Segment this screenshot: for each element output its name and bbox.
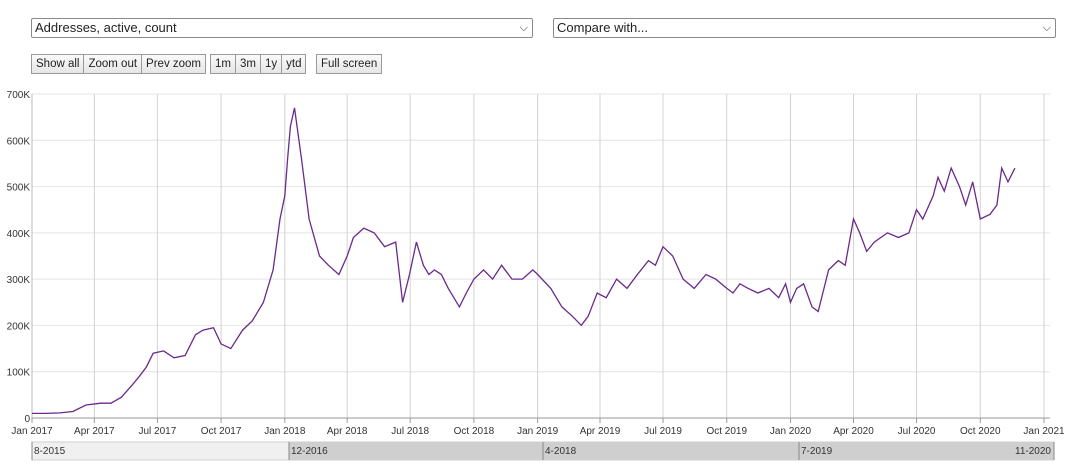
range-3m-button[interactable]: 3m <box>234 54 261 74</box>
x-tick-label: Jan 2018 <box>264 426 306 437</box>
full-screen-button[interactable]: Full screen <box>316 54 383 74</box>
x-tick-label: Apr 2019 <box>580 426 621 437</box>
fullscreen-button-group: Full screen <box>316 54 383 74</box>
y-tick-label: 100K <box>7 368 31 379</box>
compare-select[interactable]: Compare with... ⌵ <box>553 18 1056 38</box>
x-axis-ticks: Jan 2017 Apr 2017 Jul 2017 Oct 2017 Jan 2018… <box>11 426 1065 437</box>
x-tick-label: Oct 2020 <box>960 426 1001 437</box>
x-tick-label: Jul 2020 <box>898 426 936 437</box>
compare-select-value: Compare with... <box>557 20 649 35</box>
x-tick-label: Jan 2021 <box>1023 426 1065 437</box>
navigator-label: 8-2015 <box>34 446 66 457</box>
chart-grid <box>31 93 1050 423</box>
range-ytd-button[interactable]: ytd <box>281 54 307 74</box>
x-tick-label: Oct 2019 <box>706 426 747 437</box>
metric-select-value: Addresses, active, count <box>35 20 177 35</box>
range-1y-button[interactable]: 1y <box>259 54 283 74</box>
x-tick-label: Jul 2017 <box>138 426 176 437</box>
navigator-label: 4-2018 <box>545 446 577 457</box>
metric-select[interactable]: Addresses, active, count ⌵ <box>31 18 533 38</box>
y-tick-label: 400K <box>7 229 31 240</box>
y-tick-label: 300K <box>7 275 31 286</box>
x-tick-label: Apr 2018 <box>327 426 368 437</box>
x-tick-label: Jul 2019 <box>644 426 682 437</box>
chevron-down-icon: ⌵ <box>519 22 528 34</box>
show-all-button[interactable]: Show all <box>31 54 85 74</box>
x-tick-label: Jan 2020 <box>770 426 812 437</box>
x-tick-label: Oct 2017 <box>201 426 242 437</box>
zoom-out-button[interactable]: Zoom out <box>83 54 143 74</box>
y-tick-label: 600K <box>7 136 31 147</box>
navigator-selection[interactable] <box>289 442 1054 460</box>
navigator-label: 12-2016 <box>291 446 328 457</box>
range-navigator: 8-2015 12-2016 4-2018 7-2019 11-2020 <box>31 441 1055 461</box>
series-line <box>32 107 1016 415</box>
x-tick-label: Apr 2017 <box>74 426 115 437</box>
y-tick-label: 0 <box>24 414 30 425</box>
y-tick-label: 200K <box>7 321 31 332</box>
chevron-down-icon: ⌵ <box>1042 22 1051 34</box>
y-axis-ticks: 0 100K 200K 300K 400K 500K 600K 700K <box>7 90 31 425</box>
x-tick-label: Jan 2019 <box>517 426 559 437</box>
y-tick-label: 500K <box>7 183 31 194</box>
navigator-label: 7-2019 <box>801 446 833 457</box>
range-button-group: 1m 3m 1y ytd <box>210 54 307 74</box>
zoom-button-group: Show all Zoom out Prev zoom <box>31 54 207 74</box>
x-tick-label: Apr 2020 <box>833 426 874 437</box>
x-tick-label: Oct 2018 <box>454 426 495 437</box>
x-tick-label: Jan 2017 <box>11 426 53 437</box>
x-tick-label: Jul 2018 <box>391 426 429 437</box>
y-tick-label: 700K <box>7 90 31 101</box>
navigator-label: 11-2020 <box>1015 446 1051 457</box>
prev-zoom-button[interactable]: Prev zoom <box>141 54 207 74</box>
